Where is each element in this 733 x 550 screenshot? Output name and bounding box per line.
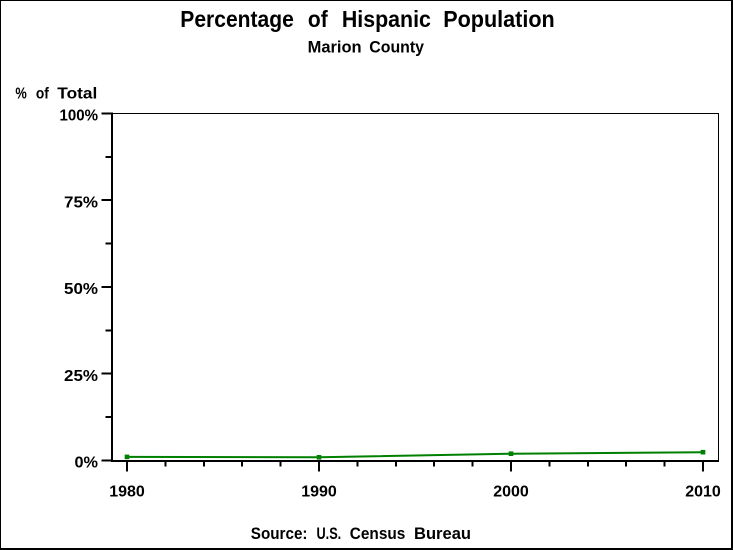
svg-text:2010: 2010 [685, 484, 721, 501]
svg-text:1990: 1990 [301, 484, 337, 501]
svg-text:U.S.: U.S. [317, 524, 342, 543]
svg-text:25%: 25% [64, 368, 98, 385]
svg-text:100%: 100% [60, 108, 99, 125]
svg-text:50%: 50% [64, 281, 98, 298]
svg-text:County: County [369, 38, 424, 57]
svg-text:1980: 1980 [109, 484, 145, 501]
svg-text:Percentage: Percentage [180, 6, 293, 32]
svg-text:%: % [15, 86, 26, 103]
svg-text:Bureau: Bureau [414, 524, 471, 543]
svg-text:Population: Population [443, 6, 555, 32]
svg-text:Marion: Marion [308, 38, 362, 57]
svg-text:Total: Total [57, 86, 97, 103]
svg-text:Hispanic: Hispanic [342, 6, 431, 32]
svg-text:75%: 75% [64, 194, 98, 211]
svg-text:Source:: Source: [251, 524, 308, 543]
svg-text:2000: 2000 [493, 484, 529, 501]
svg-text:Census: Census [350, 524, 406, 543]
svg-text:of: of [308, 6, 328, 32]
svg-text:0%: 0% [75, 455, 99, 472]
svg-text:of: of [36, 86, 50, 103]
